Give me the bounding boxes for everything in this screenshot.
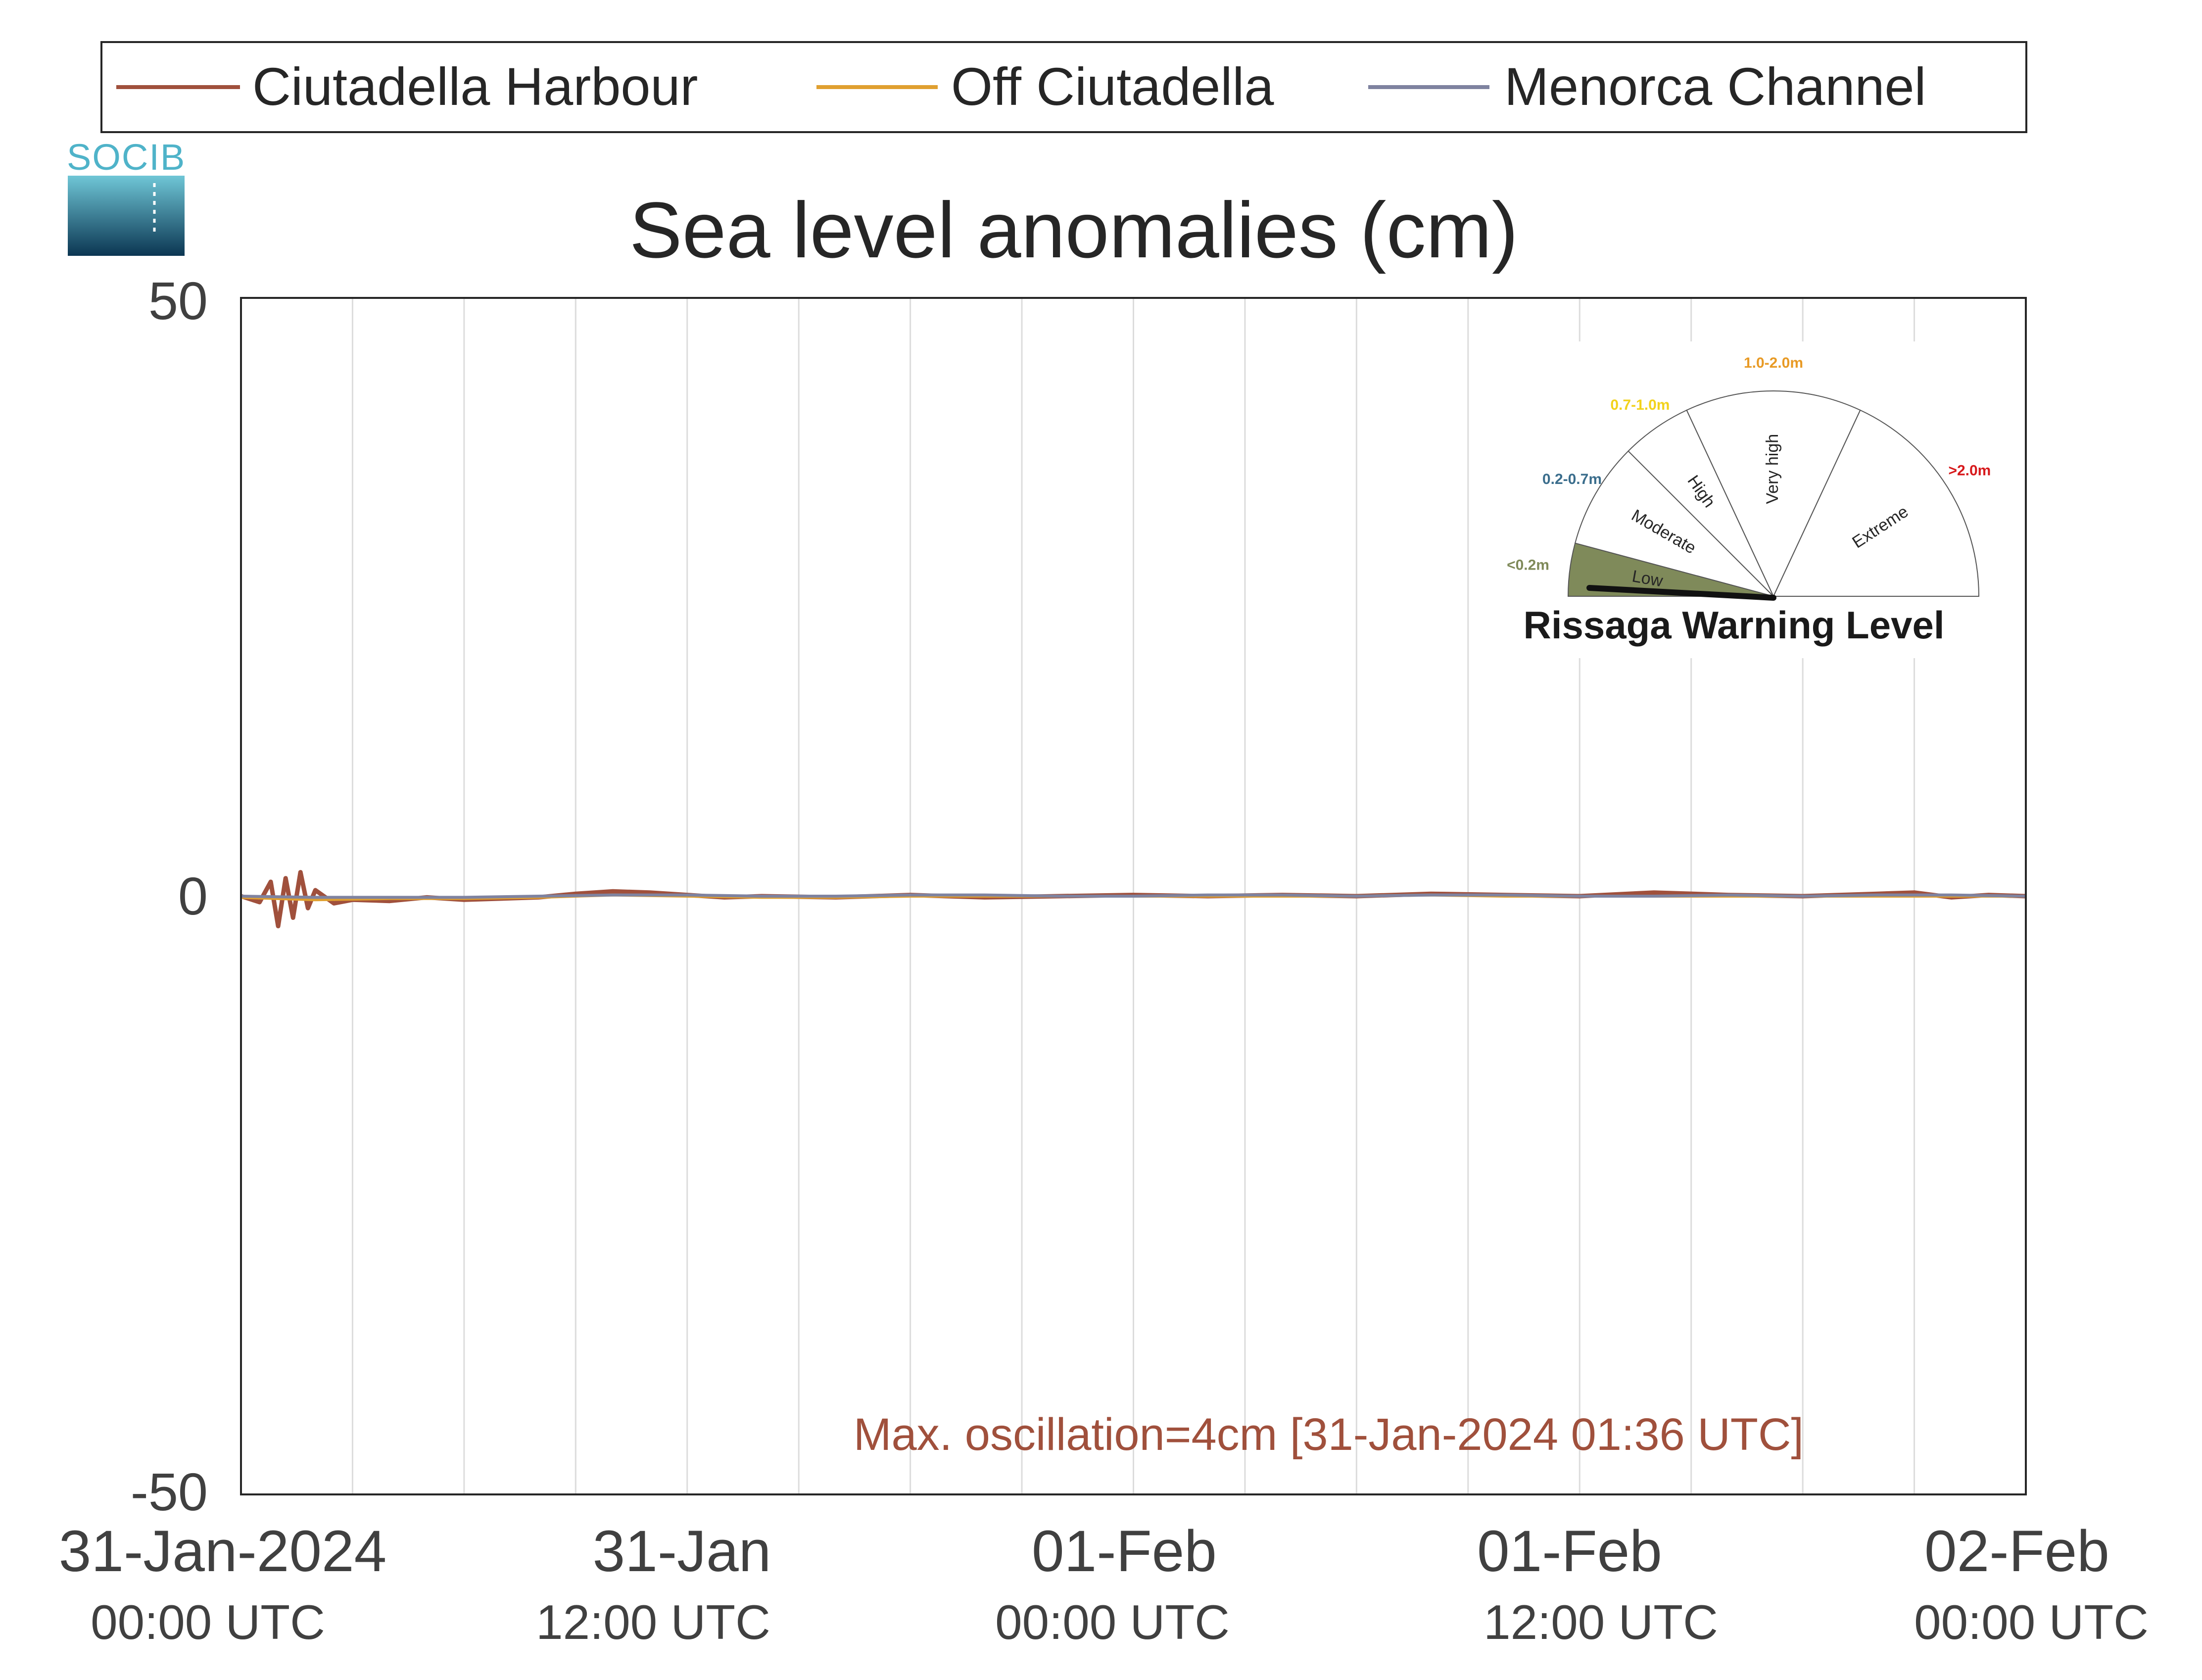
gauge-range-label: 0.2-0.7m	[1542, 471, 1602, 487]
gauge-range-label: >2.0m	[1948, 462, 1991, 479]
gauge-segment-very-high	[1686, 390, 1861, 598]
x-tick-label-time: 00:00 UTC	[91, 1595, 325, 1649]
chart-title: Sea level anomalies (cm)	[629, 186, 1518, 274]
gauge-needle	[1586, 585, 1776, 601]
gauge-segment-extreme	[1772, 409, 1980, 597]
x-tick-label-time: 12:00 UTC	[536, 1595, 770, 1649]
data-series	[240, 870, 2026, 928]
legend-label-ciutadella-harbour: Ciutadella Harbour	[252, 56, 698, 116]
x-tick-label-date: 01-Feb	[1032, 1519, 1217, 1584]
max-oscillation-annotation: Max. oscillation=4cm [31-Jan-2024 01:36 …	[854, 1409, 1804, 1460]
legend: Ciutadella Harbour Off Ciutadella Menorc…	[100, 41, 2027, 133]
x-tick-label-date: 01-Feb	[1477, 1519, 1662, 1584]
legend-label-off-ciutadella: Off Ciutadella	[951, 56, 1274, 116]
legend-label-menorca-channel: Menorca Channel	[1504, 56, 1926, 116]
x-tick-label-date: 02-Feb	[1924, 1519, 2109, 1584]
gauge-segment-label: Very high	[1763, 434, 1782, 504]
socib-logo: SOCIB	[67, 137, 186, 256]
y-tick-label: 50	[148, 271, 208, 331]
x-tick-label-time: 12:00 UTC	[1484, 1595, 1718, 1649]
x-tick-label-time: 00:00 UTC	[995, 1595, 1230, 1649]
x-tick-label-date: 31-Jan-2024	[59, 1519, 387, 1584]
series-line-menorca-channel	[240, 893, 2026, 899]
legend-box	[100, 41, 2027, 133]
plot-frame	[240, 297, 2027, 1495]
y-tick-label: 0	[178, 866, 208, 926]
logo-text: SOCIB	[67, 137, 186, 178]
x-tick-label-date: 31-Jan	[593, 1519, 771, 1584]
x-tick-label-time: 00:00 UTC	[1914, 1595, 2149, 1649]
gauge-range-label: <0.2m	[1507, 557, 1549, 574]
logo-wave-block	[68, 176, 185, 256]
gauge-segment-moderate	[1574, 450, 1775, 597]
gauge-segment-high	[1628, 409, 1774, 597]
y-tick-label: -50	[131, 1462, 208, 1522]
gauge-range-label: 1.0-2.0m	[1744, 355, 1803, 371]
gauge-title: Rissaga Warning Level	[1523, 603, 1944, 647]
gauge-range-label: 0.7-1.0m	[1610, 397, 1670, 413]
